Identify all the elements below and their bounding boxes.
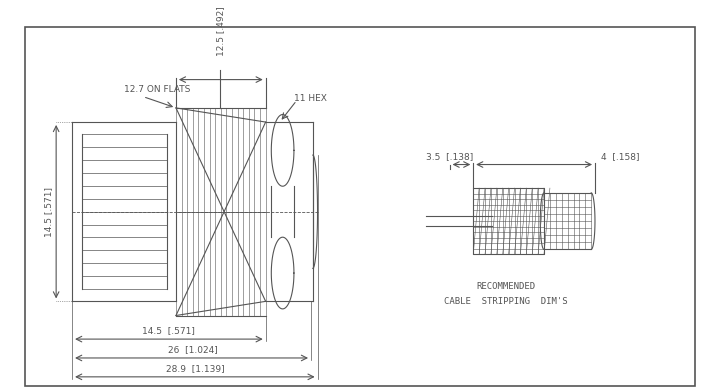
Text: 26  [1.024]: 26 [1.024] xyxy=(168,345,217,354)
Text: 3.5  [.138]: 3.5 [.138] xyxy=(426,152,473,161)
Text: 14.5 [.571]: 14.5 [.571] xyxy=(44,187,53,237)
Text: 28.9  [1.139]: 28.9 [1.139] xyxy=(166,364,224,373)
Text: RECOMMENDED: RECOMMENDED xyxy=(477,282,536,291)
Text: 14.5  [.571]: 14.5 [.571] xyxy=(143,326,195,335)
Bar xyxy=(473,188,544,254)
Text: 4  [.158]: 4 [.158] xyxy=(600,152,639,161)
Text: 11 HEX: 11 HEX xyxy=(294,94,327,103)
Text: CABLE  STRIPPING  DIM'S: CABLE STRIPPING DIM'S xyxy=(444,297,568,306)
Text: 12.5 [.492]: 12.5 [.492] xyxy=(216,6,225,56)
Text: 12.7 ON FLATS: 12.7 ON FLATS xyxy=(124,85,191,94)
